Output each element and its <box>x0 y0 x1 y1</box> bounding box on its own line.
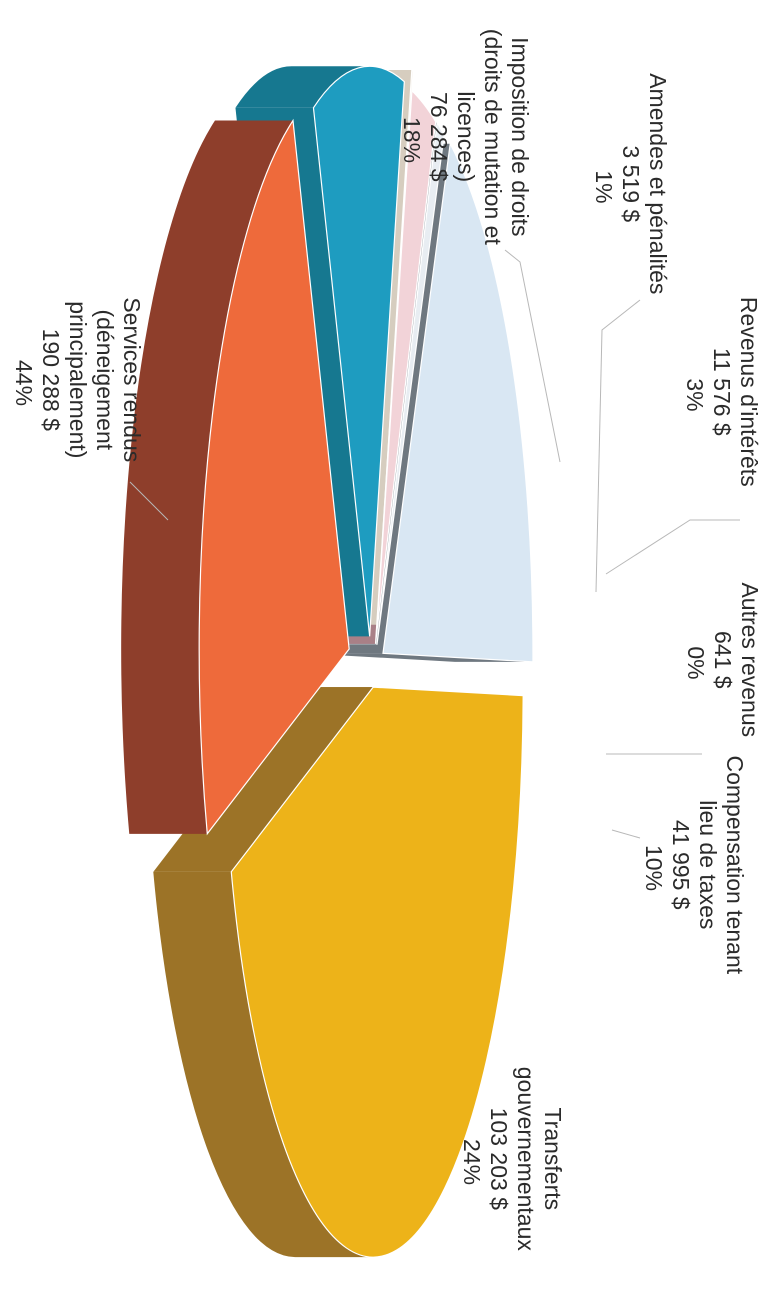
leader-line-compensation <box>611 829 641 839</box>
leader-line-interets <box>605 519 740 575</box>
slice-label-amendes: Amendes et pénalités 3 519 $ 1% <box>591 73 671 301</box>
slice-side-transferts <box>121 120 293 834</box>
slice-label-imposition: Imposition de droits (droits de mutation… <box>399 29 533 251</box>
pie-rotated-group <box>121 65 534 1258</box>
slice-cut-imposition <box>304 653 533 662</box>
slice-label-autres: Autres revenus 641 $ 0% <box>683 582 763 743</box>
slice-labels: Compensation tenant lieu de taxes 41 995… <box>11 29 763 1258</box>
slice-label-services: Services rendus (déneigement principalem… <box>11 297 145 468</box>
slice-side-compensation <box>235 66 370 108</box>
slice-label-transferts: Transferts gouvernementaux 103 203 $ 24% <box>459 1067 566 1258</box>
slice-top-amendes <box>376 120 445 645</box>
slice-top-compensation <box>312 65 405 637</box>
slice-label-compensation: Compensation tenant lieu de taxes 41 995… <box>641 755 748 980</box>
slice-top-imposition <box>382 141 534 663</box>
slice-top-autres <box>376 68 414 625</box>
leader-line-services <box>129 481 169 521</box>
pie-layer <box>121 65 534 1258</box>
slice-label-interets: Revenus d'intérêts 11 576 $ 3% <box>682 297 762 493</box>
leader-lines <box>129 249 740 839</box>
slice-side-services <box>153 871 374 1258</box>
slice-top-transferts <box>198 118 350 836</box>
leader-line-amendes <box>595 299 641 593</box>
slice-top-services <box>230 686 524 1258</box>
leader-line-imposition <box>504 249 561 463</box>
